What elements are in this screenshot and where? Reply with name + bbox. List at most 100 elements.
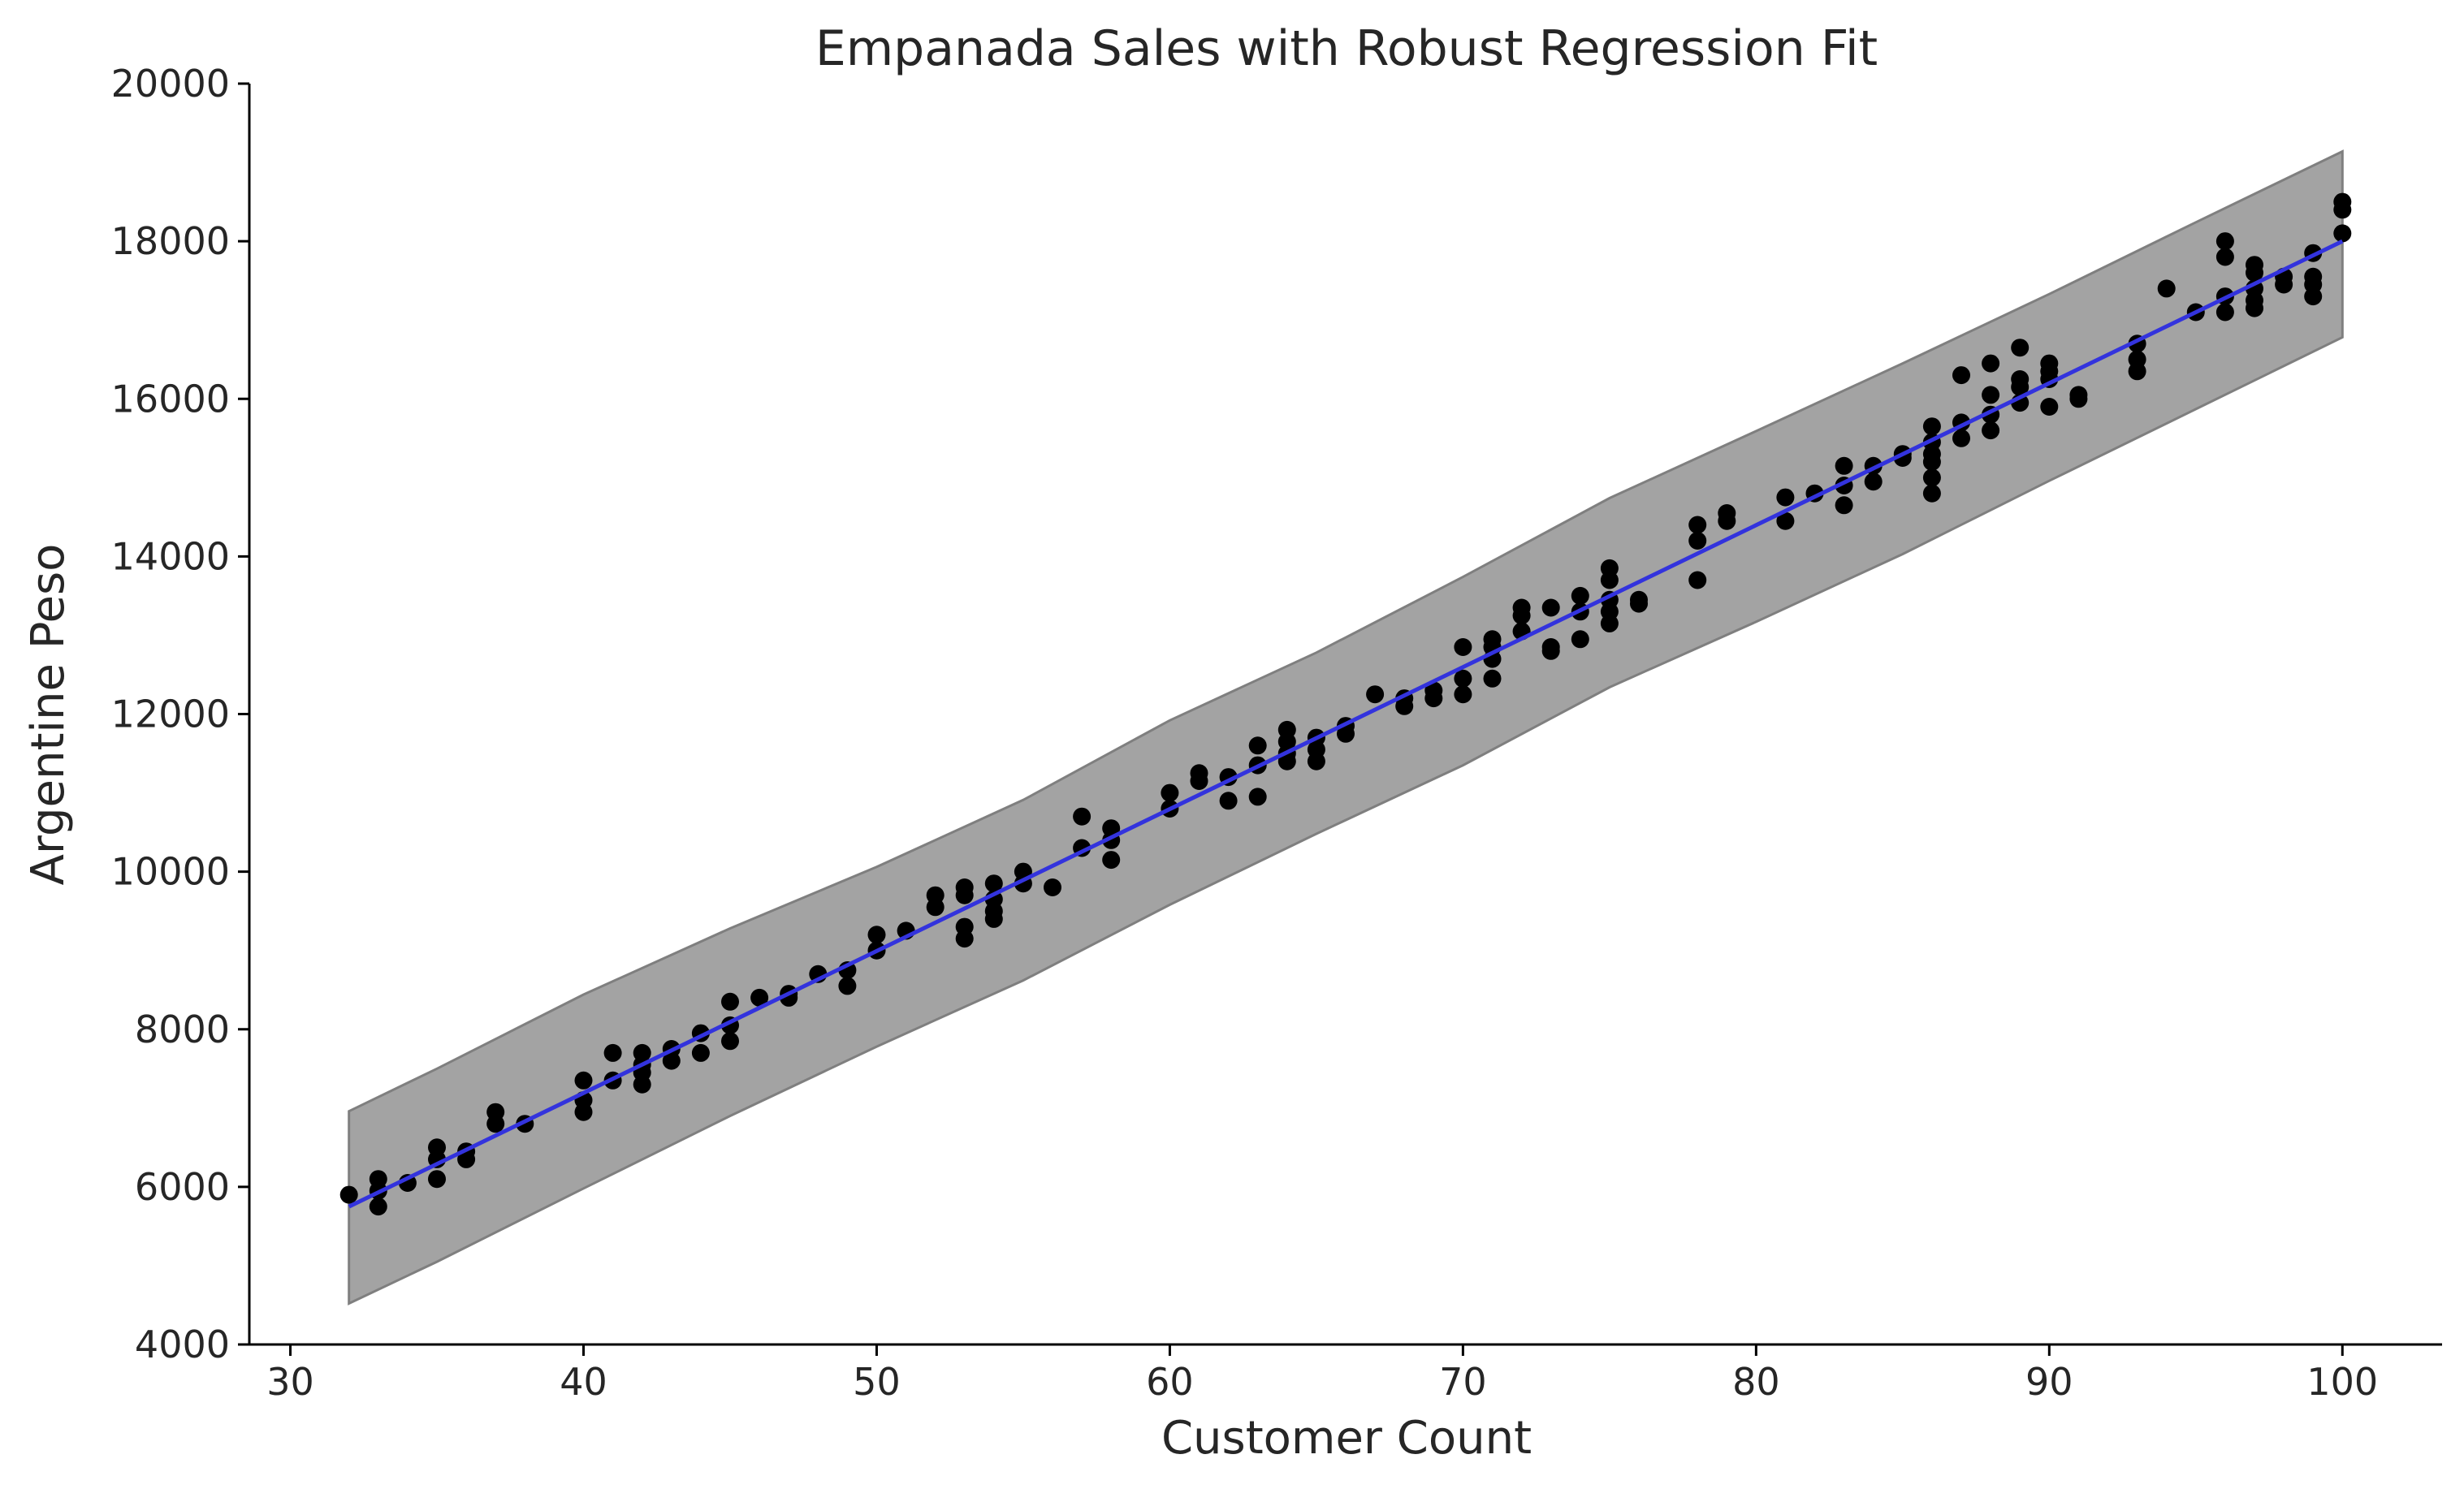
data-point [1571,586,1589,605]
data-point [1835,496,1853,515]
x-tick-label: 80 [1732,1360,1780,1404]
data-point [2215,232,2234,251]
data-point [1541,598,1560,617]
data-point [633,1075,651,1094]
y-tick-label: 16000 [111,377,230,421]
data-point [691,1043,710,1062]
data-point [867,926,886,944]
data-point [2215,303,2234,322]
data-point [1454,638,1472,656]
data-point [1864,473,1883,491]
data-point [1952,366,1970,385]
data-point [2215,248,2234,266]
data-point [838,977,857,995]
data-point [926,898,945,917]
data-point [1982,354,2000,373]
x-tick-label: 50 [853,1360,901,1404]
y-axis-ticks: 4000 6000 8000 10000 12000 14000 16000 18000 200… [111,62,249,1366]
data-point [1073,807,1092,826]
data-point [1922,468,1941,487]
data-point [1337,724,1355,743]
data-point [1044,878,1061,896]
data-point [984,874,1003,893]
y-axis-label: Argentine Peso [22,544,75,886]
data-point [1248,788,1267,806]
data-point [1600,614,1619,632]
data-point [1219,792,1238,810]
y-tick-label: 18000 [111,219,230,263]
data-point [1424,689,1443,708]
data-point [574,1071,593,1090]
data-point [1922,417,1941,436]
data-point [1982,386,2000,404]
data-point [2011,339,2030,357]
data-point [2304,287,2323,306]
data-point [486,1115,505,1133]
data-point [721,992,739,1011]
data-point [1102,851,1121,870]
x-axis-ticks: 30 40 50 60 70 80 90 100 [266,1344,2378,1404]
data-point [1776,488,1795,507]
data-point [603,1043,622,1062]
x-tick-label: 100 [2306,1360,2378,1404]
data-point [1395,697,1414,715]
y-tick-label: 12000 [111,693,230,736]
data-point [1277,752,1296,770]
data-point [1248,736,1267,755]
data-point [2011,378,2030,396]
data-point [662,1051,681,1070]
data-point [428,1170,446,1189]
x-tick-label: 90 [2025,1360,2073,1404]
data-point [984,909,1003,928]
y-tick-label: 6000 [135,1165,230,1209]
x-axis-label: Customer Count [1161,1412,1532,1465]
data-point [1718,511,1736,530]
data-point [2275,275,2293,294]
y-tick-label: 4000 [135,1323,230,1366]
data-point [1161,783,1179,802]
x-tick-label: 60 [1146,1360,1194,1404]
data-point [369,1198,387,1216]
data-point [1630,594,1648,613]
fit-line [348,239,2344,1209]
data-point [1512,606,1531,625]
data-point [750,988,769,1007]
data-point [1366,685,1385,704]
data-point [955,886,974,904]
y-tick-label: 14000 [111,534,230,578]
y-tick-label: 10000 [111,850,230,894]
data-point [1922,484,1941,503]
x-tick-label: 40 [560,1360,607,1404]
data-point [1952,429,1970,447]
fit-line-layer [348,239,2344,1209]
data-point [1600,571,1619,589]
data-point [1688,516,1707,534]
data-point [1776,511,1795,530]
data-point [2246,264,2263,282]
data-point [2157,279,2176,298]
data-point [339,1185,358,1204]
data-point [1483,669,1502,688]
data-point [2333,224,2352,243]
data-point [1982,421,2000,440]
data-point [1307,752,1325,770]
data-point [2069,390,2088,408]
data-point [1688,532,1707,550]
x-tick-label: 30 [266,1360,314,1404]
y-tick-label: 8000 [135,1008,230,1051]
data-point [457,1150,476,1168]
data-point [721,1032,739,1051]
y-tick-label: 20000 [111,62,230,106]
data-point [1541,641,1560,660]
data-point [1835,456,1853,475]
x-tick-label: 70 [1439,1360,1487,1404]
data-point [1454,669,1472,688]
data-point [1922,452,1941,471]
data-point [2040,398,2059,416]
data-point [2246,299,2263,317]
data-point [574,1103,593,1121]
chart-title: Empanada Sales with Robust Regression Fi… [815,20,1878,77]
data-point [1190,772,1208,790]
data-point [2128,362,2146,381]
